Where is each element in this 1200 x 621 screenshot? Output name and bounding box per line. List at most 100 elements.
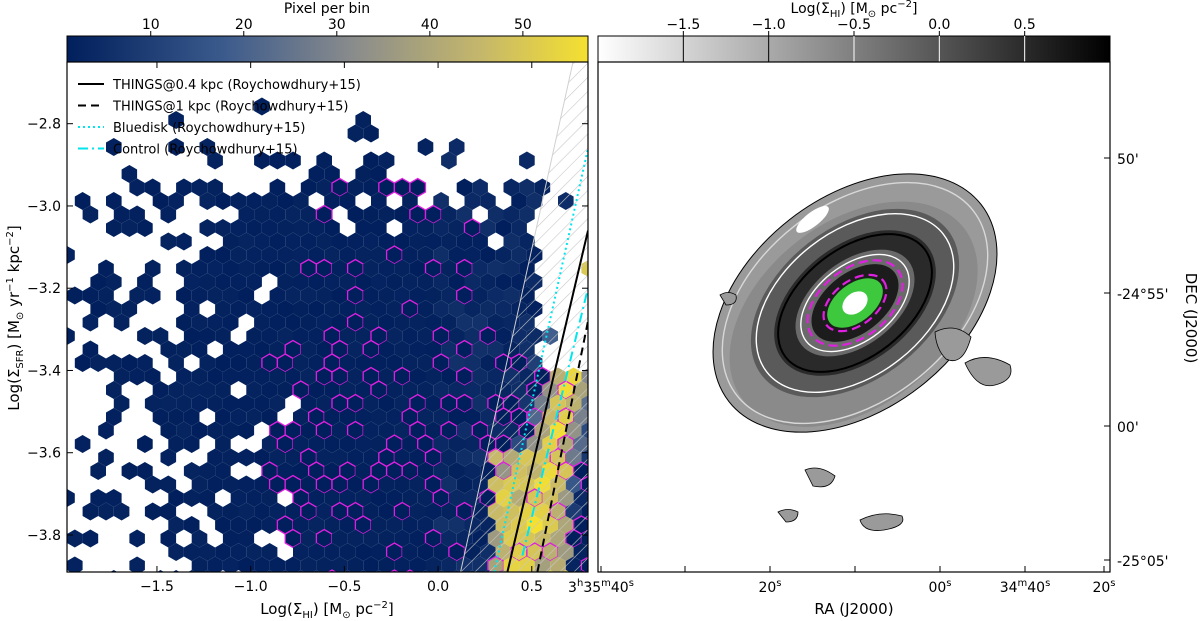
hex-bin [277, 219, 293, 237]
colorbar-tick-label: 10 [142, 17, 160, 33]
galaxy-north-hole [796, 205, 829, 233]
hex-bin [222, 394, 239, 413]
hex-bin [495, 273, 512, 291]
hex-bin [308, 219, 325, 237]
hex-bin [339, 489, 356, 507]
hex-bin [441, 340, 457, 359]
hex-bin [67, 286, 83, 305]
hex-bin [448, 273, 465, 291]
hex-bin [448, 327, 465, 345]
hex-bin [152, 327, 169, 345]
hex-bin [254, 394, 270, 413]
hex-bin [355, 327, 371, 345]
hex-bin [261, 381, 278, 399]
hex-bin [176, 421, 192, 440]
hex-bin [137, 354, 153, 372]
hex-bin [324, 165, 340, 183]
hex-bin [316, 178, 332, 197]
hex-bin [417, 138, 434, 156]
colorbar-tick-label: −0.5 [837, 17, 871, 33]
hex-bin [82, 502, 99, 521]
hex-bin [222, 475, 239, 494]
hex-bin [487, 286, 504, 305]
hex-bin [137, 273, 153, 291]
hex-bin [394, 421, 410, 440]
hex-bin [207, 367, 223, 386]
hex-bin [355, 165, 371, 183]
hex-bin [495, 246, 512, 264]
hex-bin [402, 489, 418, 507]
hex-bin [347, 448, 364, 467]
hex-bin [246, 543, 262, 561]
hex-bin [144, 475, 161, 494]
hex-bin [160, 529, 177, 548]
hex-bin [277, 246, 293, 264]
hex-bin [246, 192, 262, 210]
hex-bin [215, 462, 231, 480]
hex-bin [160, 205, 177, 224]
hex-bin [425, 286, 442, 305]
hex-bin [269, 448, 286, 467]
hex-bin [519, 178, 535, 197]
hex-bin [402, 516, 418, 534]
hex-bin [441, 151, 457, 170]
hex-bin [215, 435, 231, 453]
fragment-south-2 [804, 467, 836, 488]
colorbar-tick-label: −1.5 [666, 17, 700, 33]
hex-bin [168, 516, 184, 534]
hex-bin [188, 570, 196, 572]
hex-bin [207, 475, 223, 494]
hex-bin [199, 489, 216, 507]
hex-bin [456, 313, 473, 332]
hex-bin [277, 381, 293, 399]
hex-bin [371, 435, 387, 453]
hex-bin [199, 462, 216, 480]
hex-bin [113, 205, 130, 224]
hex-bin [168, 543, 184, 561]
hex-bin [254, 232, 270, 251]
hex-bin [316, 394, 332, 413]
hex-bin [480, 273, 496, 291]
hex-bin [371, 300, 387, 318]
hex-bin [215, 219, 231, 237]
hex-bin [176, 178, 192, 197]
hex-bin [371, 165, 387, 183]
hex-bin [203, 570, 211, 572]
hex-bin [199, 138, 216, 156]
contour-magenta-inner [822, 273, 888, 333]
hex-bin [183, 300, 200, 318]
hex-bin [378, 340, 395, 359]
hex-bin [386, 327, 403, 345]
hex-bin [409, 340, 426, 359]
hex-bin [183, 489, 200, 507]
hex-bin [261, 246, 278, 264]
hex-bin [332, 232, 348, 251]
hex-bin [425, 367, 442, 386]
hex-bin [480, 354, 496, 372]
series-line [521, 287, 588, 556]
hex-bin [433, 219, 449, 237]
ra-tick-label: 34m40s [1000, 578, 1051, 596]
hex-bin [378, 151, 395, 170]
colorbar-tick-label: 0.5 [1014, 17, 1036, 33]
y-tick-label: −3.4 [27, 363, 61, 379]
hex-bin [355, 435, 371, 453]
hex-bin [285, 259, 301, 278]
hex-bin [316, 151, 332, 170]
hex-bin [144, 367, 161, 386]
hex-bin [363, 529, 379, 548]
hex-bin [394, 259, 410, 278]
hex-bin [386, 381, 403, 399]
hex-bin [409, 529, 426, 548]
hex-bin [355, 273, 371, 291]
fragment-west [719, 292, 737, 306]
hex-bin [402, 192, 418, 210]
hex-bin [448, 462, 465, 480]
hex-bin [90, 300, 106, 318]
hex-bin [230, 354, 247, 372]
hex-bin [316, 340, 332, 359]
hex-bin [308, 435, 325, 453]
hex-bin [230, 543, 247, 561]
hex-bin [199, 219, 216, 237]
hex-bin [183, 327, 200, 345]
